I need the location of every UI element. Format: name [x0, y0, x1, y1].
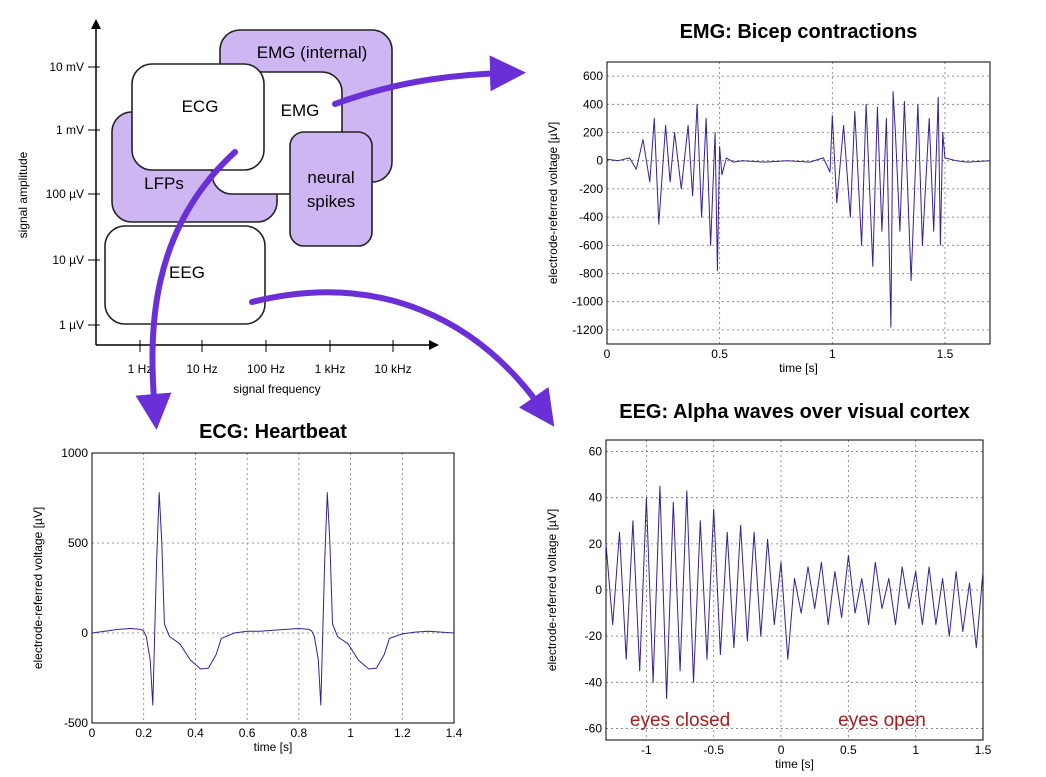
emg-xlabel: time [s]: [779, 361, 818, 375]
ecg-xtick-label: 0: [89, 726, 96, 740]
x-axis-label: signal frequency: [233, 382, 320, 396]
emg-plot: EMG: Bicep contractions 0 0.5 1 1.5 600 400 200…: [546, 21, 991, 375]
eeg-xtick-label: -1: [641, 743, 652, 757]
xtick-10khz: 10 kHz: [374, 362, 411, 376]
label-neural-spikes-2: spikes: [307, 192, 355, 211]
ecg-ytick-label: 500: [68, 536, 88, 550]
label-lfps: LFPs: [144, 174, 184, 193]
eeg-trace: [605, 485, 984, 699]
xtick-1khz: 1 kHz: [315, 362, 346, 376]
eeg-ytick-label: -60: [585, 721, 603, 735]
eeg-ytick-label: 0: [595, 583, 602, 597]
eeg-plot-frame: [605, 439, 984, 741]
emg-ytick-label: 600: [583, 69, 603, 83]
ecg-xtick-label: 1.4: [446, 726, 463, 740]
emg-ytick-label: -600: [579, 238, 603, 252]
eeg-xtick-label: 1.5: [975, 743, 992, 757]
arrow-emg: [332, 55, 526, 107]
box-neural-spikes: [289, 131, 373, 247]
eeg-ytick-label: 60: [589, 445, 603, 459]
label-ecg: ECG: [182, 97, 219, 116]
ytick-10mv: 10 mV: [49, 60, 84, 74]
eeg-xtick-label: 0.5: [840, 743, 857, 757]
xtick-1hz: 1 Hz: [128, 362, 153, 376]
eeg-ytick-label: -40: [585, 675, 603, 689]
box-ecg: [131, 63, 265, 171]
eeg-annotation-eyes-open: eyes open: [838, 710, 926, 731]
emg-ytick-label: 400: [583, 97, 603, 111]
label-eeg: EEG: [169, 263, 205, 282]
emg-ylabel: electrode-referred voltage [µV]: [546, 122, 560, 284]
connector-arrows: [135, 55, 555, 430]
ecg-xtick-label: 1: [347, 726, 354, 740]
ecg-xtick-label: 1.2: [394, 726, 411, 740]
ecg-ylabel: electrode-referred voltage [µV]: [31, 507, 45, 669]
ecg-ytick-label: 1000: [61, 446, 88, 460]
ecg-xtick-label: 0.4: [187, 726, 204, 740]
label-emg-internal: EMG (internal): [257, 43, 368, 62]
eeg-ytick-label: 20: [589, 537, 603, 551]
y-axis-label: signal amplitude: [16, 151, 30, 238]
emg-trace: [606, 91, 991, 328]
ecg-plot-frame: [91, 452, 455, 724]
y-ticks: 10 mV 1 mV 100 µV 10 µV 1 µV: [46, 60, 100, 332]
xtick-10hz: 10 Hz: [186, 362, 217, 376]
eeg-ytick-label: 40: [589, 491, 603, 505]
emg-ytick-label: -1000: [572, 295, 603, 309]
emg-ytick-label: -1200: [572, 323, 603, 337]
ecg-xlabel: time [s]: [254, 740, 293, 754]
emg-xtick-label: 1: [829, 347, 836, 361]
ecg-trace: [91, 492, 455, 706]
x-ticks: 1 Hz 10 Hz 100 Hz 1 kHz 10 kHz: [128, 340, 412, 376]
box-eeg: [104, 225, 266, 325]
label-emg: EMG: [281, 101, 320, 120]
eeg-title: EEG: Alpha waves over visual cortex: [619, 401, 970, 423]
xtick-100hz: 100 Hz: [247, 362, 285, 376]
eeg-ytick-label: -20: [585, 629, 603, 643]
ecg-xtick-label: 0.6: [239, 726, 256, 740]
emg-ytick-label: 200: [583, 126, 603, 140]
emg-title: EMG: Bicep contractions: [680, 21, 918, 43]
label-neural-spikes-1: neural: [307, 168, 354, 187]
emg-ytick-label: -400: [579, 210, 603, 224]
ecg-ytick-label: -500: [64, 716, 88, 730]
ytick-10uv: 10 µV: [52, 253, 84, 267]
eeg-xtick-label: 0: [778, 743, 785, 757]
eeg-xtick-label: -0.5: [703, 743, 724, 757]
eeg-ylabel: electrode-referred voltage [µV]: [545, 509, 559, 671]
ecg-title: ECG: Heartbeat: [199, 421, 347, 443]
ytick-1mv: 1 mV: [56, 123, 84, 137]
emg-xtick-label: 1.5: [937, 347, 954, 361]
eeg-xtick-label: 1: [912, 743, 919, 757]
eeg-plot: EEG: Alpha waves over visual cortex -1 -0.…: [545, 401, 992, 771]
emg-ytick-label: -200: [579, 182, 603, 196]
emg-plot-frame: [606, 61, 991, 345]
arrow-ecg: [135, 149, 238, 430]
emg-xtick-label: 0.5: [711, 347, 728, 361]
emg-ytick-label: 0: [596, 154, 603, 168]
ecg-plot: ECG: Heartbeat 0 0.2 0.4 0.6 0.8 1 1.2 1.4 1000 50…: [31, 421, 463, 754]
arrow-eeg: [249, 289, 555, 427]
eeg-annotation-eyes-closed: eyes closed: [630, 710, 730, 731]
ytick-100uv: 100 µV: [46, 187, 84, 201]
ecg-xtick-label: 0.8: [291, 726, 308, 740]
emg-xtick-label: 0: [604, 347, 611, 361]
eeg-xlabel: time [s]: [775, 757, 814, 771]
signal-diagram: signal amplitude signal frequency 10 mV …: [16, 19, 439, 396]
ecg-ytick-label: 0: [81, 626, 88, 640]
ytick-1uv: 1 µV: [59, 318, 84, 332]
ecg-xtick-label: 0.2: [135, 726, 152, 740]
emg-ytick-label: -800: [579, 267, 603, 281]
